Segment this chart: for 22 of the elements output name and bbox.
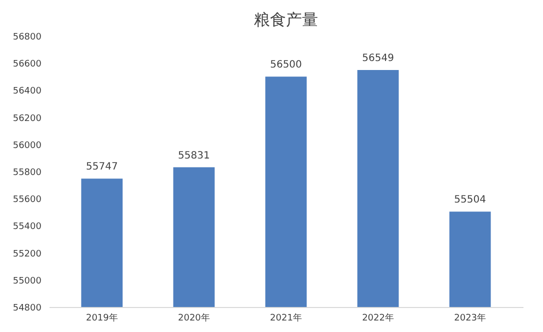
- x-tick-label: 2019年: [86, 312, 118, 324]
- data-label: 55831: [178, 150, 210, 162]
- y-tick-label: 56800: [12, 32, 42, 42]
- data-label: 56549: [362, 53, 394, 64]
- y-tick-label: 55600: [12, 195, 42, 206]
- x-tick-label: 2020年: [178, 312, 210, 324]
- x-tick-label: 2023年: [454, 312, 486, 324]
- y-tick-label: 56400: [12, 86, 42, 97]
- y-tick-label: 54800: [12, 304, 42, 314]
- y-tick-label: 55200: [12, 249, 42, 260]
- y-tick-label: 56600: [12, 60, 42, 70]
- y-tick-label: 55800: [12, 168, 42, 178]
- data-label: 56500: [270, 60, 302, 71]
- y-tick-label: 55400: [12, 222, 42, 232]
- x-tick-label: 2021年: [270, 312, 302, 324]
- y-tick-label: 55000: [12, 276, 42, 286]
- y-tick-label: 56200: [12, 114, 42, 124]
- y-tick-label: 56000: [12, 140, 42, 151]
- data-label: 55747: [86, 162, 118, 173]
- x-tick-label: 2022年: [362, 312, 394, 324]
- data-label: 55504: [454, 194, 486, 206]
- chart-title: 粮食产量: [254, 10, 318, 29]
